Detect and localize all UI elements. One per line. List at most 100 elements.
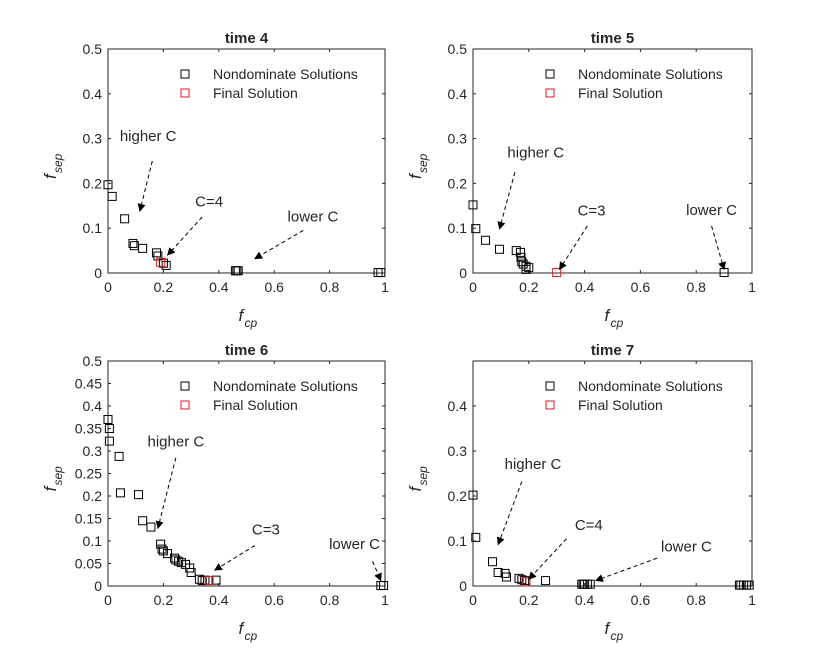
legend-marker xyxy=(545,69,555,79)
y-tick-label: 0.1 xyxy=(448,220,468,236)
y-tick-label: 0.1 xyxy=(448,533,468,549)
nondominate-point xyxy=(133,490,143,500)
x-tick-label: 0 xyxy=(104,279,112,295)
legend-marker xyxy=(180,381,190,391)
y-tick-label: 0 xyxy=(94,578,102,594)
nondominate-point xyxy=(468,490,478,500)
axes-box xyxy=(472,48,753,274)
x-axis-label-subscript: cp xyxy=(611,629,624,643)
legend-label: Final Solution xyxy=(578,85,663,101)
nondominate-point xyxy=(521,264,531,274)
y-tick-label: 0.05 xyxy=(75,556,102,572)
x-tick-label: 0.4 xyxy=(209,279,229,295)
y-tick-label: 0.5 xyxy=(448,41,468,57)
legend-marker xyxy=(545,88,555,98)
y-tick-label: 0 xyxy=(94,265,102,281)
x-axis-label: f xyxy=(239,619,246,638)
annotation-arrow xyxy=(155,457,177,530)
nondominate-point xyxy=(151,248,161,258)
chart-title: time 7 xyxy=(591,342,634,359)
nondominate-point xyxy=(379,581,389,591)
nondominate-point xyxy=(138,516,148,526)
annotation-arrow xyxy=(496,481,523,546)
subplot-3: 0 0.2 0.4 0.6 0.8 1 0 0.05 0.1 0.15 0.2 0.25 0.3 0.35… xyxy=(41,342,389,643)
y-tick-label: 0.1 xyxy=(83,220,103,236)
y-axis-label-subscript: sep xyxy=(416,153,430,173)
y-tick-label: 0.35 xyxy=(75,421,102,437)
nondominate-point xyxy=(524,263,534,273)
legend-marker xyxy=(180,69,190,79)
annotation-label: higher C xyxy=(505,456,562,473)
nondominate-point xyxy=(115,488,125,498)
x-tick-label: 0.6 xyxy=(264,592,284,608)
legend-label: Nondominate Solutions xyxy=(578,66,723,82)
final-solution-point xyxy=(552,268,562,278)
x-tick-label: 1 xyxy=(748,279,756,295)
nondominate-point xyxy=(515,247,525,257)
annotation-label: C=3 xyxy=(578,203,606,220)
x-tick-label: 1 xyxy=(381,279,389,295)
nondominate-point xyxy=(138,243,148,253)
y-tick-label: 0.4 xyxy=(83,398,103,414)
y-tick-label: 0.5 xyxy=(83,353,103,369)
x-axis-label: f xyxy=(605,306,612,325)
nondominate-point xyxy=(501,572,511,582)
annotation-label: higher C xyxy=(507,144,564,161)
x-axis-label: f xyxy=(605,619,612,638)
legend-label: Final Solution xyxy=(213,397,298,413)
x-axis-label-subscript: cp xyxy=(245,316,258,330)
nondominate-point xyxy=(468,200,478,210)
legend-marker xyxy=(545,400,555,410)
y-axis-label: f xyxy=(406,485,425,492)
legend-label: Nondominate Solutions xyxy=(578,378,723,394)
x-tick-label: 0.4 xyxy=(575,279,595,295)
nondominate-point xyxy=(128,238,138,248)
legend-label: Nondominate Solutions xyxy=(213,66,358,82)
nondominate-point xyxy=(104,436,114,446)
annotation-arrow xyxy=(528,538,567,580)
y-tick-label: 0.45 xyxy=(75,376,102,392)
annotation-label: higher C xyxy=(148,434,205,451)
legend-label: Final Solution xyxy=(578,397,663,413)
x-tick-label: 0.8 xyxy=(686,279,706,295)
chart-title: time 4 xyxy=(225,30,269,47)
x-tick-label: 0 xyxy=(469,592,477,608)
nondominate-point xyxy=(488,557,498,567)
nondominate-point xyxy=(520,576,530,586)
y-axis-label-subscript: sep xyxy=(416,466,430,486)
annotation-label: lower C xyxy=(686,202,737,219)
nondominate-point xyxy=(103,180,113,190)
annotation-arrow xyxy=(497,172,516,230)
x-tick-label: 1 xyxy=(748,592,756,608)
x-tick-label: 0 xyxy=(469,279,477,295)
y-axis-label-subscript: sep xyxy=(51,466,65,486)
y-tick-label: 0.25 xyxy=(75,466,102,482)
nondominate-point xyxy=(194,574,204,584)
annotation-arrow xyxy=(595,557,658,582)
y-tick-label: 0.15 xyxy=(75,511,102,527)
nondominate-point xyxy=(153,251,163,261)
nondominate-point xyxy=(158,258,168,268)
x-tick-label: 0.4 xyxy=(575,592,595,608)
y-tick-label: 0.2 xyxy=(83,488,103,504)
y-tick-label: 0.2 xyxy=(448,175,468,191)
x-tick-label: 0.2 xyxy=(154,592,174,608)
y-axis-label: f xyxy=(41,172,60,179)
x-axis-label-subscript: cp xyxy=(245,629,258,643)
y-tick-label: 0.2 xyxy=(83,175,103,191)
nondominate-point xyxy=(120,214,130,224)
x-tick-label: 0.8 xyxy=(686,592,706,608)
nondominate-point xyxy=(107,191,117,201)
legend-marker xyxy=(180,88,190,98)
x-tick-label: 0.8 xyxy=(320,592,340,608)
annotation-label: lower C xyxy=(329,536,380,553)
y-tick-label: 0.1 xyxy=(83,533,103,549)
final-solution-point xyxy=(204,576,214,586)
annotation-arrow xyxy=(167,216,203,256)
x-tick-label: 1 xyxy=(381,592,389,608)
y-axis-label-subscript: sep xyxy=(51,153,65,173)
nondominate-point xyxy=(744,580,754,590)
